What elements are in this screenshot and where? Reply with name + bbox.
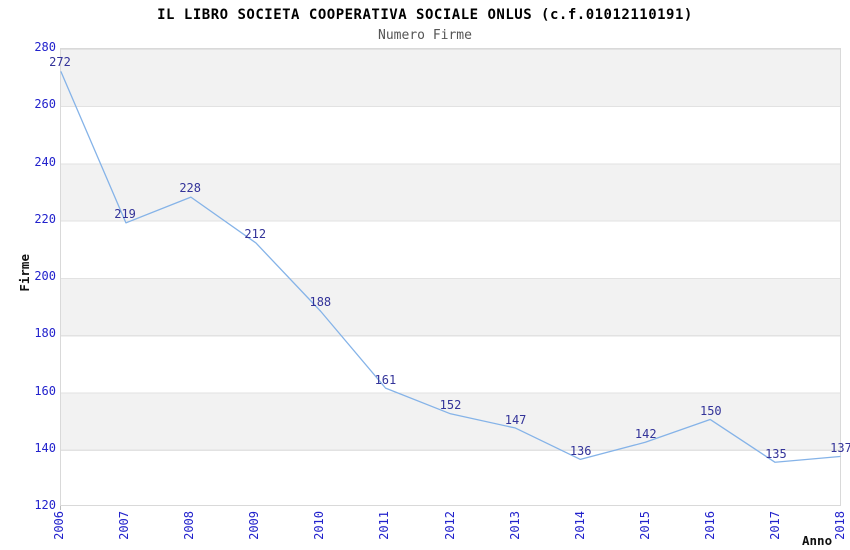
- y-tick-label: 280: [34, 40, 56, 54]
- y-tick-label: 200: [34, 269, 56, 283]
- y-tick-label: 180: [34, 326, 56, 341]
- x-tick-label: 2016: [702, 511, 717, 540]
- x-tick-label: 2011: [377, 511, 392, 540]
- y-tick-label: 240: [34, 154, 56, 169]
- data-point-label: 137: [830, 441, 850, 456]
- x-axis-title: Anno: [802, 533, 833, 548]
- data-point-label: 147: [504, 412, 527, 427]
- x-tick-label: 2010: [312, 511, 327, 540]
- data-point-label: 272: [49, 54, 71, 69]
- y-tick-label: 260: [34, 97, 56, 112]
- plot-area: [60, 48, 841, 506]
- x-tick-label: 2014: [572, 511, 587, 540]
- data-point-label: 228: [179, 180, 201, 195]
- line-series: [60, 71, 841, 463]
- line-chart-svg: [60, 71, 841, 463]
- data-point-label: 136: [569, 444, 592, 459]
- chart-subtitle: Numero Firme: [378, 28, 472, 43]
- x-tick-label: 2012: [442, 511, 457, 540]
- y-tick-label: 120: [34, 498, 56, 512]
- axis-corner-tick: [60, 506, 61, 510]
- x-tick-label: 2018: [833, 511, 847, 540]
- data-point-label: 161: [374, 372, 397, 387]
- x-tick-label: 2017: [767, 511, 782, 540]
- x-tick-label: 2006: [52, 511, 66, 540]
- chart-title: IL LIBRO SOCIETA COOPERATIVA SOCIALE ONL…: [157, 7, 693, 23]
- y-axis-title: Firme: [17, 254, 32, 292]
- data-point-label: 150: [699, 404, 722, 419]
- x-tick-label: 2007: [117, 511, 132, 540]
- data-point-label: 188: [309, 295, 332, 310]
- data-point-label: 142: [634, 427, 657, 442]
- data-point-label: 152: [439, 398, 462, 413]
- y-tick-label: 140: [34, 440, 56, 455]
- x-tick-label: 2008: [182, 511, 197, 540]
- y-tick-label: 220: [34, 211, 56, 226]
- x-tick-label: 2013: [507, 511, 522, 540]
- data-point-label: 135: [765, 447, 787, 462]
- data-point-label: 212: [244, 226, 267, 241]
- data-point-label: 219: [114, 206, 136, 221]
- y-tick-label: 160: [34, 383, 56, 398]
- x-tick-label: 2009: [247, 511, 262, 540]
- x-tick-label: 2015: [637, 511, 652, 540]
